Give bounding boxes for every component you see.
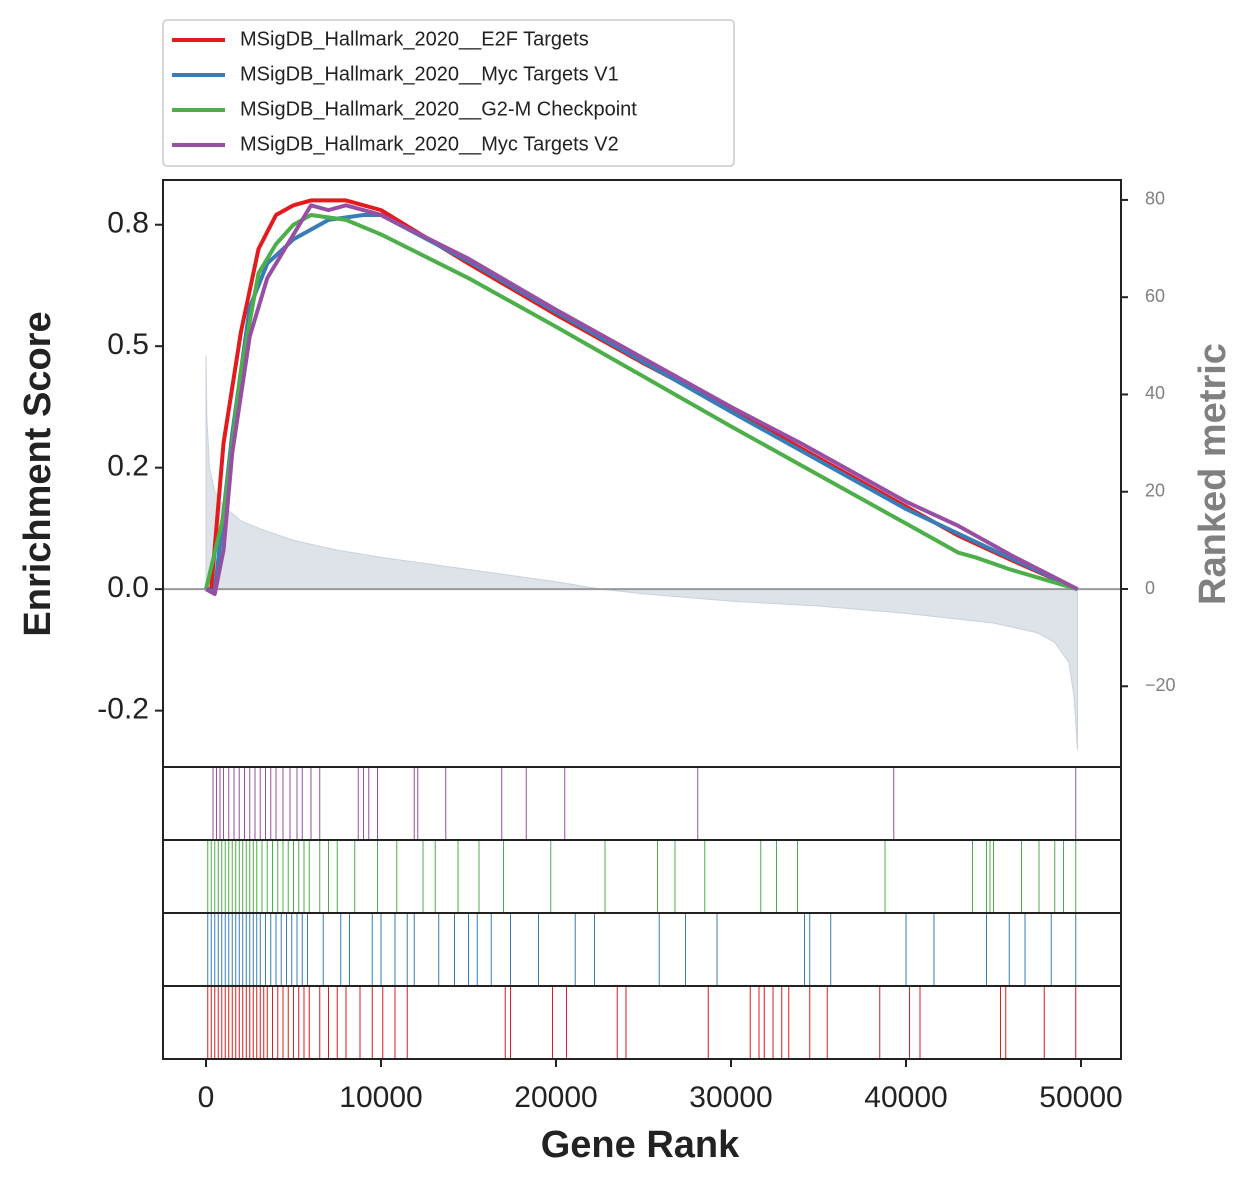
hit-panel-frame <box>162 912 1122 987</box>
ranked-metric-area <box>205 355 1078 750</box>
legend-label: MSigDB_Hallmark_2020__Myc Targets V2 <box>240 133 619 155</box>
y-tick-label: 0.5 <box>107 328 149 361</box>
legend-label: MSigDB_Hallmark_2020__G2-M Checkpoint <box>240 98 637 120</box>
y-axis-label: Enrichment Score <box>17 311 59 636</box>
y2-tick-label: −20 <box>1145 675 1176 695</box>
x-tick-label: 40000 <box>864 1081 947 1114</box>
y-tick-label: -0.2 <box>97 693 149 726</box>
y2-tick-label: 80 <box>1145 189 1165 209</box>
hit-panel-frame <box>162 839 1122 914</box>
x-tick-label: 20000 <box>514 1081 597 1114</box>
y2-tick-label: 0 <box>1145 578 1155 598</box>
y-tick-label: 0.0 <box>107 571 149 604</box>
hit-panel-frame <box>162 766 1122 841</box>
x-tick-label: 50000 <box>1039 1081 1122 1114</box>
x-tick-label: 10000 <box>339 1081 422 1114</box>
es-line <box>204 212 1079 592</box>
y2-axis-label: Ranked metric <box>1192 343 1234 605</box>
axes-frame <box>162 179 1122 768</box>
y2-tick-label: 60 <box>1145 286 1165 306</box>
legend-label: MSigDB_Hallmark_2020__Myc Targets V1 <box>240 63 619 85</box>
es-line <box>205 212 1079 594</box>
y2-tick-label: 20 <box>1145 480 1165 500</box>
legend: MSigDB_Hallmark_2020__E2F Targets MSigDB_… <box>162 19 735 167</box>
legend-box <box>162 19 735 167</box>
x-tick-label: 30000 <box>689 1081 772 1114</box>
y-tick-label: 0.2 <box>107 450 149 483</box>
legend-label: MSigDB_Hallmark_2020__E2F Targets <box>240 28 589 50</box>
es-line <box>205 203 1079 597</box>
x-tick-label: 0 <box>198 1081 215 1114</box>
es-line <box>205 198 1079 592</box>
hit-panel-frame <box>162 985 1122 1060</box>
y2-tick-label: 40 <box>1145 383 1165 403</box>
x-axis-label: Gene Rank <box>541 1124 740 1166</box>
y-tick-label: 0.8 <box>107 207 149 240</box>
